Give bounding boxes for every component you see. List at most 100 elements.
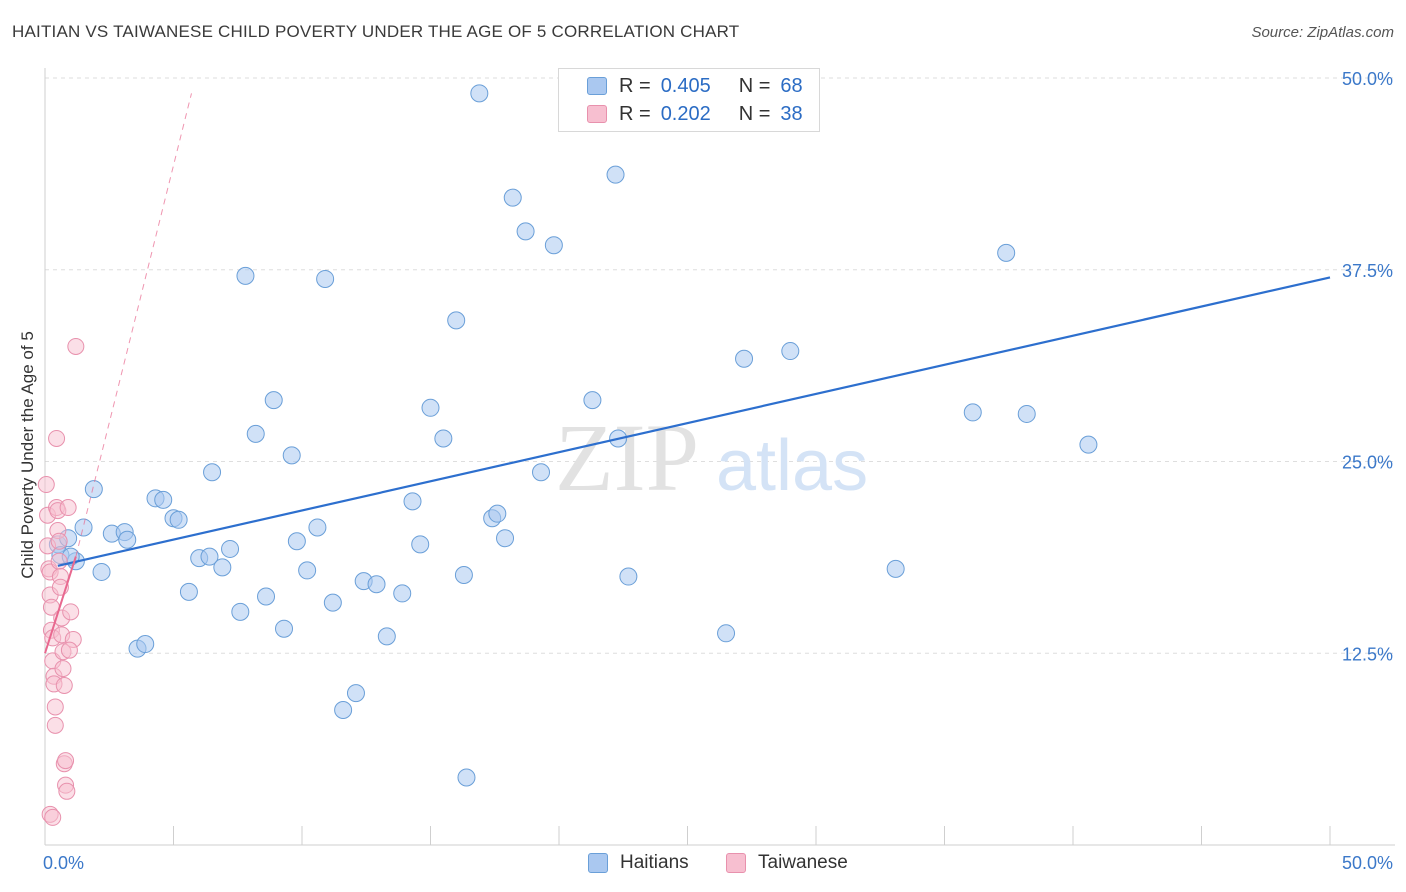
series-legend: Haitians Taiwanese [0, 852, 1406, 878]
legend-haitians-n: 68 [780, 74, 803, 97]
legend-r-label: R = [619, 74, 651, 97]
taiwanese-point [44, 808, 62, 826]
taiwanese-swatch [587, 105, 607, 123]
haitians-point [308, 518, 327, 537]
haitians-point [496, 529, 515, 548]
y-axis-label: Child Poverty Under the Age of 5 [18, 331, 37, 579]
taiwanese-point [59, 499, 77, 517]
legend-haitians-r: 0.405 [660, 74, 711, 97]
haitians-trend-line [57, 276, 1331, 567]
y-tick-label: 12.5% [1342, 644, 1393, 664]
haitians-point [92, 562, 111, 581]
haitians-point [282, 446, 301, 465]
legend-n-label: N = [738, 74, 771, 97]
taiwanese-trend-extension [75, 93, 192, 557]
legend-taiwanese-label: Taiwanese [758, 852, 848, 873]
haitians-point [221, 539, 240, 558]
legend-haitians-label: Haitians [620, 852, 689, 873]
haitians-point [963, 403, 982, 422]
haitians-point [516, 222, 535, 241]
haitians-point [606, 165, 625, 184]
haitians-point [275, 619, 294, 638]
taiwanese-point [50, 532, 68, 550]
y-tick-label: 25.0% [1342, 453, 1393, 473]
legend-row-haitians: R = 0.405 N = 68 [559, 73, 803, 99]
haitians-point [118, 530, 137, 549]
haitians-point [236, 266, 255, 285]
taiwanese-point [60, 641, 78, 659]
haitians-point [334, 701, 353, 720]
taiwanese-point [46, 716, 64, 734]
haitians-point [411, 535, 430, 554]
haitians-point [169, 510, 188, 529]
chart-title: HAITIAN VS TAIWANESE CHILD POVERTY UNDER… [12, 22, 740, 41]
haitians-point [544, 236, 563, 255]
haitians-point [393, 584, 412, 603]
taiwanese-legend-swatch [726, 853, 746, 873]
haitians-point [532, 463, 551, 482]
taiwanese-points [37, 337, 85, 826]
axes [44, 68, 1395, 846]
legend-taiwanese-r: 0.202 [660, 102, 711, 125]
haitians-point [203, 463, 222, 482]
haitians-point [287, 532, 306, 551]
taiwanese-point [62, 603, 80, 621]
haitians-point [403, 492, 422, 511]
haitians-point [179, 582, 198, 601]
haitians-point [619, 567, 638, 586]
haitians-point [583, 391, 602, 410]
taiwanese-point [37, 476, 55, 494]
haitians-point [503, 188, 522, 207]
haitians-point [231, 602, 250, 621]
haitians-point [735, 349, 754, 368]
haitians-point [447, 311, 466, 330]
haitians-point [454, 566, 473, 585]
legend-item-taiwanese: Taiwanese [726, 852, 848, 874]
x-tick-label: 50.0% [1342, 853, 1393, 873]
source-label: Source: ZipAtlas.com [1251, 24, 1394, 41]
haitians-point [377, 627, 396, 646]
taiwanese-point [58, 782, 76, 800]
haitians-point [421, 398, 440, 417]
haitians-point [488, 504, 507, 523]
taiwanese-point [57, 752, 75, 770]
haitians-point [246, 424, 265, 443]
watermark-zip: ZIP [555, 404, 699, 511]
haitians-point [323, 593, 342, 612]
haitians-point [781, 342, 800, 361]
legend-n-label: N = [738, 102, 771, 125]
haitians-point [298, 561, 317, 580]
taiwanese-point [50, 552, 68, 570]
haitians-point [257, 587, 276, 606]
haitians-point [457, 768, 476, 787]
haitians-swatch [587, 77, 607, 95]
haitians-point [367, 575, 386, 594]
legend-taiwanese-n: 38 [780, 102, 803, 125]
haitians-point [1017, 404, 1036, 423]
haitians-point [84, 480, 103, 499]
haitians-point [74, 518, 93, 537]
haitians-point [316, 269, 335, 288]
haitians-point [886, 559, 905, 578]
haitians-point [717, 624, 736, 643]
watermark-atlas: atlas [716, 426, 868, 506]
taiwanese-point [67, 337, 85, 355]
gridlines [45, 77, 1395, 654]
taiwanese-point [54, 660, 72, 678]
haitians-point [1079, 435, 1098, 454]
trend-lines [44, 93, 1331, 654]
haitians-point [264, 391, 283, 410]
legend-item-haitians: Haitians [588, 852, 689, 874]
legend-r-label: R = [619, 102, 651, 125]
y-tick-label: 37.5% [1342, 261, 1393, 281]
taiwanese-point [46, 698, 64, 716]
haitians-point [997, 243, 1016, 262]
x-tick-label: 0.0% [43, 853, 84, 873]
taiwanese-point [48, 429, 66, 447]
correlation-legend: R = 0.405 N = 68 R = 0.202 N = 38 [558, 68, 820, 132]
haitians-point [346, 684, 365, 703]
haitians-point [154, 490, 173, 509]
haitians-point [136, 635, 155, 654]
haitians-point [213, 558, 232, 577]
